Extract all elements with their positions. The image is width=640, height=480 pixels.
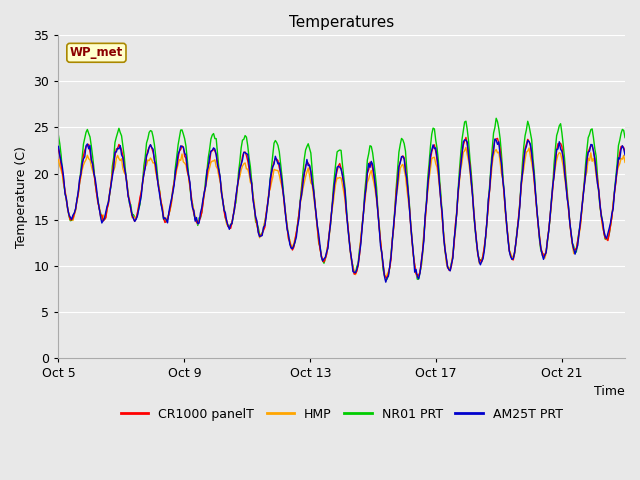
CR1000 panelT	[383, 275, 391, 281]
AM25T PRT	[506, 249, 513, 254]
HMP	[382, 279, 390, 285]
HMP	[621, 159, 629, 165]
HMP	[449, 251, 457, 257]
HMP	[577, 224, 584, 230]
AM25T PRT	[54, 144, 62, 149]
HMP	[385, 269, 392, 275]
AM25T PRT	[98, 220, 106, 226]
HMP	[493, 150, 501, 156]
Title: Temperatures: Temperatures	[289, 15, 394, 30]
Legend: CR1000 panelT, HMP, NR01 PRT, AM25T PRT: CR1000 panelT, HMP, NR01 PRT, AM25T PRT	[116, 403, 568, 426]
CR1000 panelT	[621, 149, 629, 155]
HMP	[98, 218, 106, 224]
NR01 PRT	[493, 119, 501, 124]
Line: HMP: HMP	[58, 147, 625, 282]
Line: AM25T PRT: AM25T PRT	[58, 139, 625, 282]
HMP	[462, 144, 470, 150]
CR1000 panelT	[449, 253, 457, 259]
HMP	[506, 247, 513, 253]
NR01 PRT	[383, 276, 391, 282]
Text: WP_met: WP_met	[70, 46, 123, 60]
AM25T PRT	[621, 152, 629, 158]
Line: CR1000 panelT: CR1000 panelT	[58, 137, 625, 278]
X-axis label: Time: Time	[595, 385, 625, 398]
CR1000 panelT	[54, 146, 62, 152]
Line: NR01 PRT: NR01 PRT	[58, 118, 625, 279]
CR1000 panelT	[577, 222, 584, 228]
NR01 PRT	[98, 215, 106, 221]
HMP	[54, 157, 62, 163]
AM25T PRT	[385, 273, 392, 279]
NR01 PRT	[577, 221, 584, 227]
NR01 PRT	[506, 247, 513, 253]
AM25T PRT	[493, 142, 501, 147]
AM25T PRT	[577, 219, 584, 225]
NR01 PRT	[621, 135, 629, 141]
AM25T PRT	[491, 136, 499, 142]
AM25T PRT	[382, 279, 390, 285]
NR01 PRT	[413, 276, 421, 282]
CR1000 panelT	[462, 134, 470, 140]
AM25T PRT	[449, 256, 457, 262]
NR01 PRT	[449, 254, 457, 260]
CR1000 panelT	[493, 135, 501, 141]
CR1000 panelT	[98, 212, 106, 218]
Y-axis label: Temperature (C): Temperature (C)	[15, 145, 28, 248]
CR1000 panelT	[385, 271, 392, 276]
NR01 PRT	[492, 115, 500, 121]
CR1000 panelT	[506, 248, 513, 254]
NR01 PRT	[54, 132, 62, 138]
